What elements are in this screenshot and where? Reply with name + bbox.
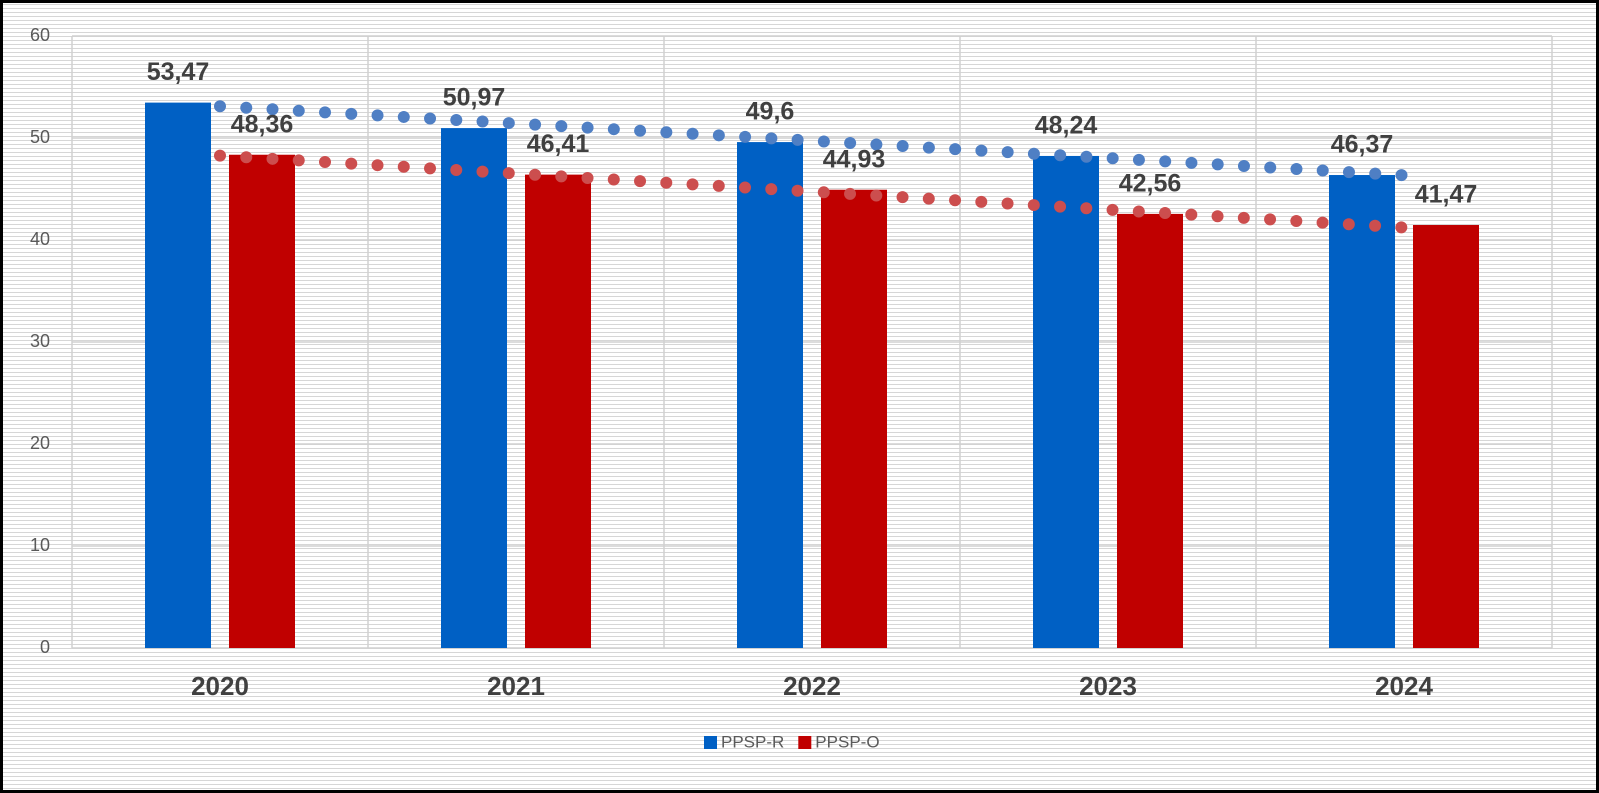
value-label: 50,97 — [443, 84, 506, 112]
value-label: 48,36 — [231, 110, 294, 138]
value-label: 48,24 — [1035, 112, 1098, 140]
y-tick-label: 60 — [30, 25, 50, 45]
x-tick-label: 2021 — [487, 671, 545, 701]
bar — [1033, 155, 1099, 648]
legend-swatch — [798, 736, 812, 749]
bar — [821, 189, 887, 649]
bar — [525, 174, 591, 649]
x-tick-label: 2022 — [783, 671, 841, 701]
bar — [441, 128, 507, 648]
y-tick-label: 0 — [40, 637, 50, 657]
legend-label: PPSP-O — [815, 732, 879, 751]
value-label: 46,41 — [527, 130, 590, 158]
bar — [145, 102, 211, 648]
bar — [737, 142, 803, 648]
value-label: 53,47 — [147, 58, 210, 86]
legend-swatch — [704, 736, 717, 749]
bar — [1117, 213, 1183, 648]
y-tick-label: 40 — [30, 229, 50, 249]
y-tick-label: 30 — [30, 331, 50, 351]
bar — [1329, 175, 1395, 648]
y-tick-label: 20 — [30, 433, 50, 453]
value-label: 41,47 — [1415, 181, 1478, 209]
value-label: 44,93 — [823, 145, 886, 173]
bar — [1413, 225, 1479, 649]
bar — [229, 154, 295, 648]
y-tick-label: 50 — [30, 127, 50, 147]
x-tick-label: 2023 — [1079, 671, 1137, 701]
x-tick-label: 2020 — [191, 671, 249, 701]
value-label: 49,6 — [746, 98, 795, 126]
y-tick-label: 10 — [30, 535, 50, 555]
legend-label: PPSP-R — [721, 732, 784, 751]
x-tick-label: 2024 — [1375, 671, 1433, 701]
value-label: 46,37 — [1331, 131, 1394, 159]
value-label: 42,56 — [1119, 169, 1182, 197]
